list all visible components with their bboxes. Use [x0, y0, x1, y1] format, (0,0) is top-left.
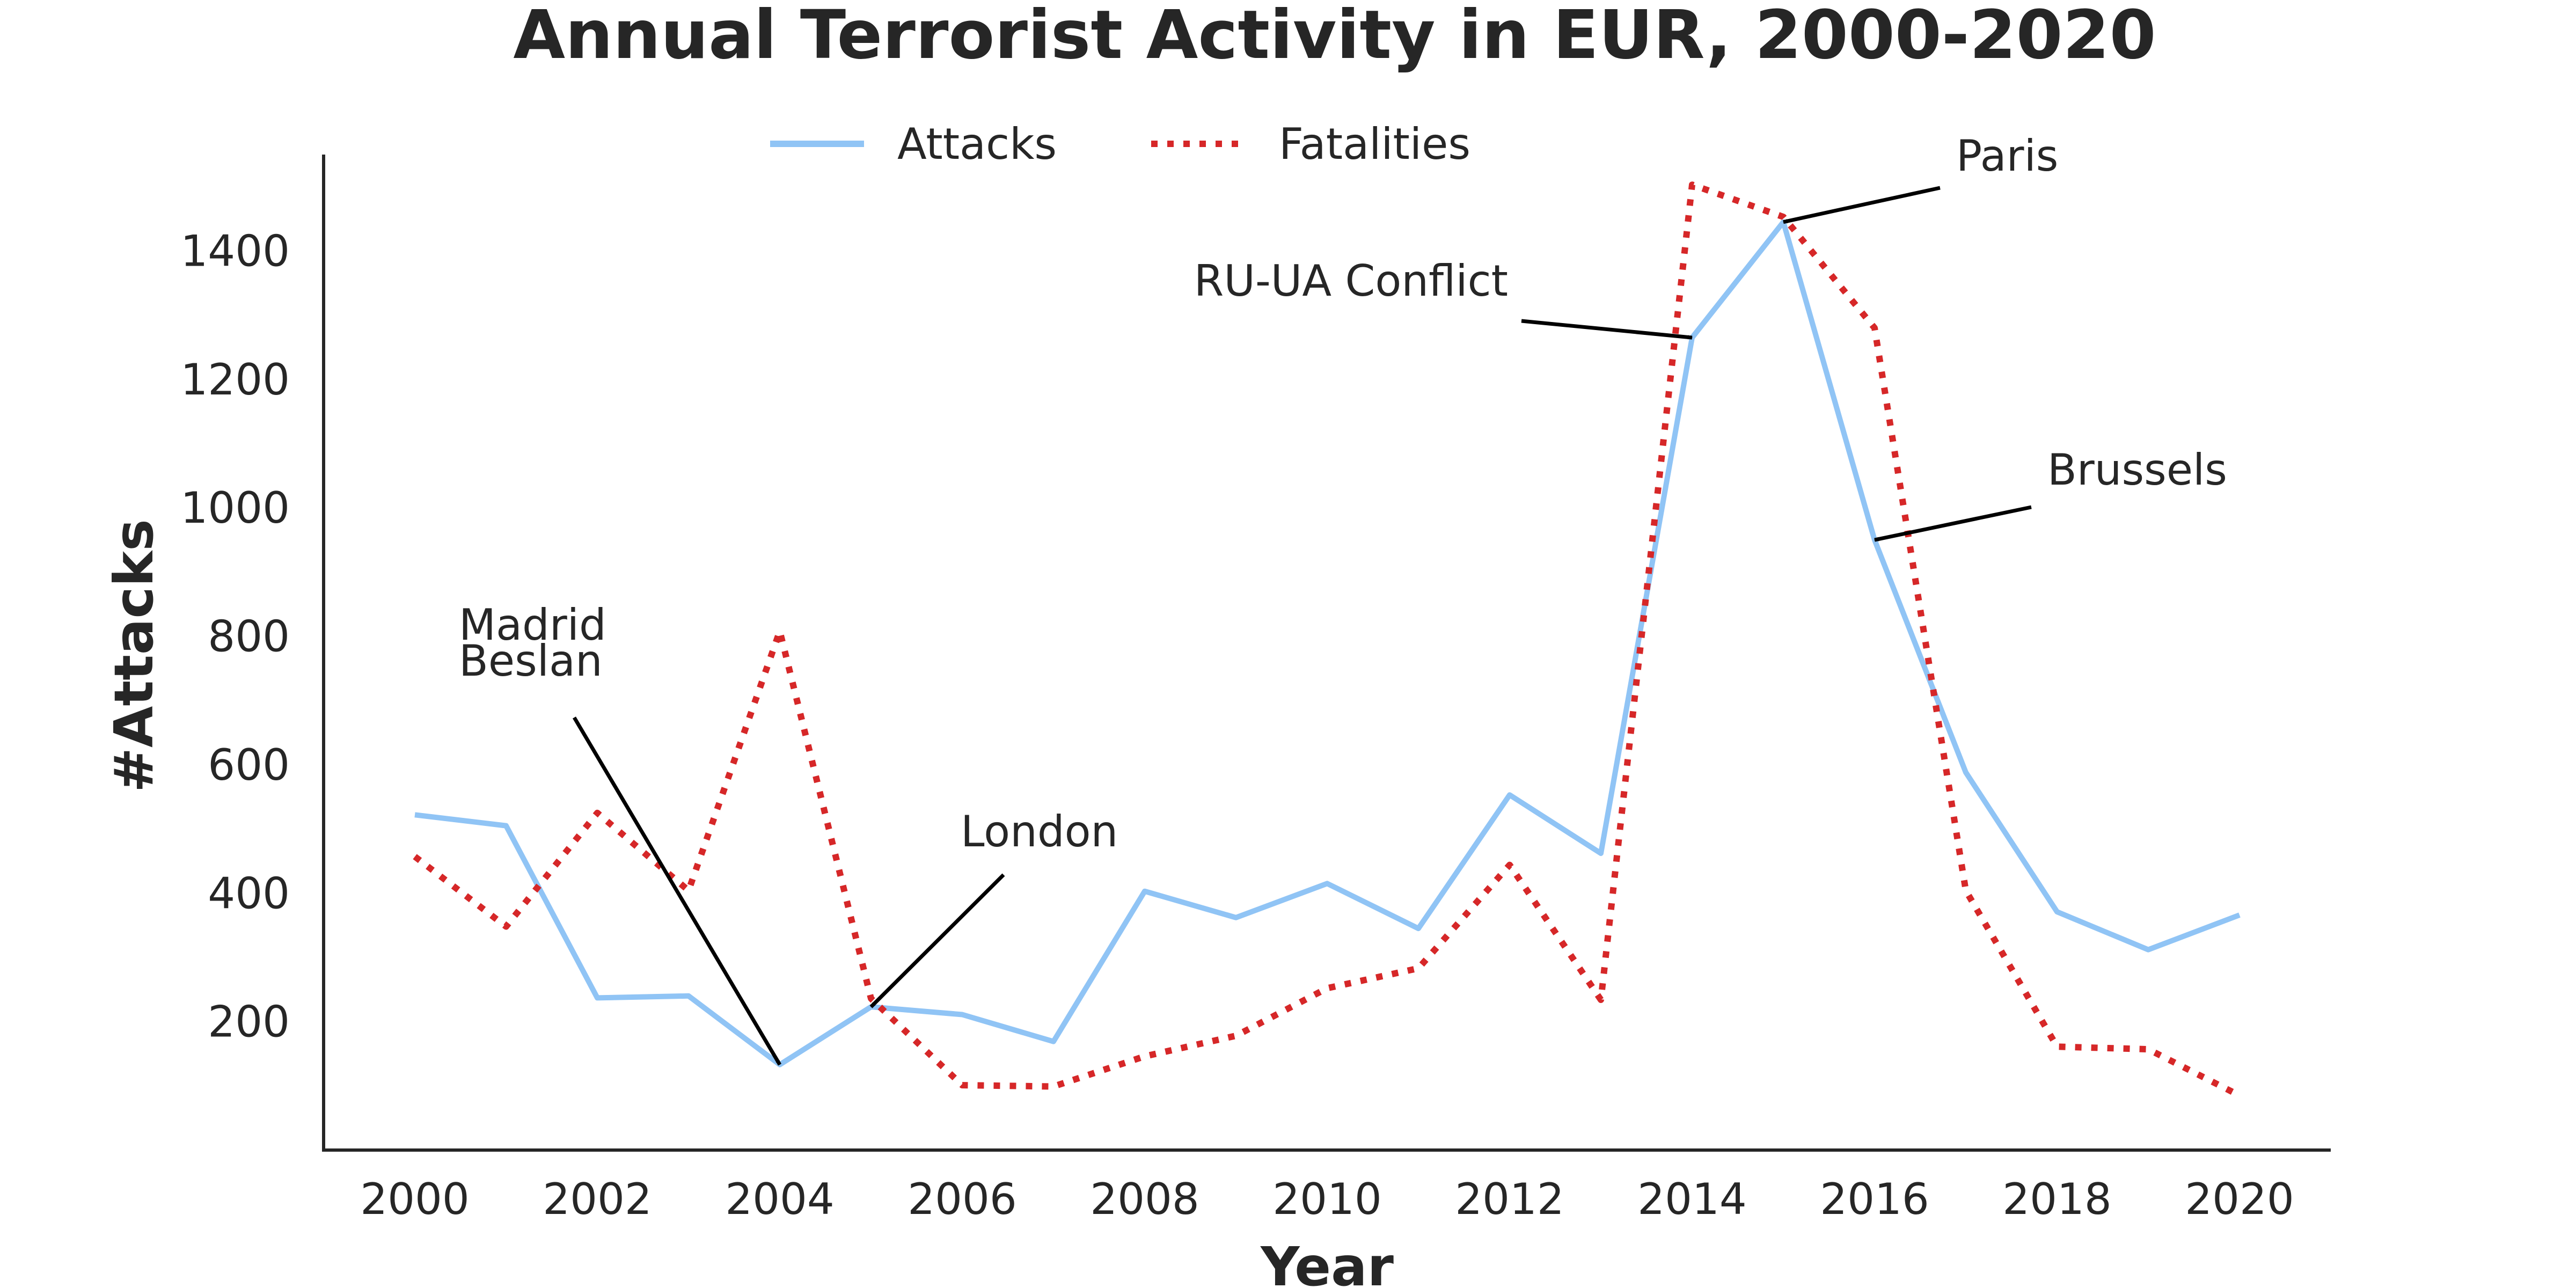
x-tick-labels: 2000 2002 2004 2006 2008 2010 2012 2014 2016 2018…: [360, 1174, 2294, 1224]
y-tick-label: 200: [208, 997, 290, 1047]
x-tick-label: 2006: [908, 1174, 1017, 1224]
x-tick-label: 2014: [1637, 1174, 1747, 1224]
annotation-label: Paris: [1956, 131, 2058, 181]
annotation-label: RU-UA Conflict: [1194, 256, 1508, 306]
annotation-arrow: [1521, 319, 1692, 340]
y-tick-label: 1000: [180, 483, 290, 533]
chart-title: Annual Terrorist Activity in EUR, 2000-2…: [513, 0, 2156, 74]
y-tick-labels: 200 400 600 800 1000 1200 1400: [180, 226, 290, 1047]
annotation-label: London: [961, 807, 1118, 857]
x-tick-label: 2002: [543, 1174, 652, 1224]
x-axis-title: Year: [1260, 1235, 1394, 1288]
x-tick-label: 2018: [2002, 1174, 2112, 1224]
annotation-arrow: [1783, 186, 1941, 224]
x-tick-label: 2004: [725, 1174, 835, 1224]
annotation-arrow: [869, 873, 1005, 1008]
series-line-fatalities: [413, 181, 2241, 1099]
legend-label-attacks: Attacks: [897, 119, 1057, 169]
legend: Attacks Fatalities: [770, 119, 1470, 169]
annotation: RU-UA Conflict: [1194, 256, 1692, 340]
y-tick-label: 1400: [180, 226, 290, 276]
y-tick-label: 600: [208, 740, 290, 790]
annotation-label: Brussels: [2047, 445, 2227, 495]
series-layer: [413, 181, 2241, 1099]
x-tick-label: 2012: [1455, 1174, 1564, 1224]
y-tick-label: 800: [208, 612, 290, 662]
x-tick-label: 2016: [1820, 1174, 1929, 1224]
annotation: London: [869, 807, 1118, 1008]
annotation: Paris: [1783, 131, 2058, 224]
x-tick-label: 2008: [1090, 1174, 1199, 1224]
annotation-arrow: [1875, 505, 2032, 542]
annotation-label: Madrid: [459, 600, 606, 650]
y-tick-label: 400: [208, 868, 290, 918]
y-tick-label: 1200: [180, 355, 290, 405]
legend-label-fatalities: Fatalities: [1279, 119, 1470, 169]
x-tick-label: 2000: [360, 1174, 470, 1224]
y-axis-title: #Attacks: [103, 519, 165, 793]
series-line-attacks: [414, 219, 2241, 1067]
annotation-label: Beslan: [459, 636, 603, 686]
x-tick-label: 2010: [1272, 1174, 1382, 1224]
annotation-arrow: [572, 716, 782, 1066]
x-tick-label: 2020: [2185, 1174, 2294, 1224]
annotation: Brussels: [1875, 445, 2227, 542]
